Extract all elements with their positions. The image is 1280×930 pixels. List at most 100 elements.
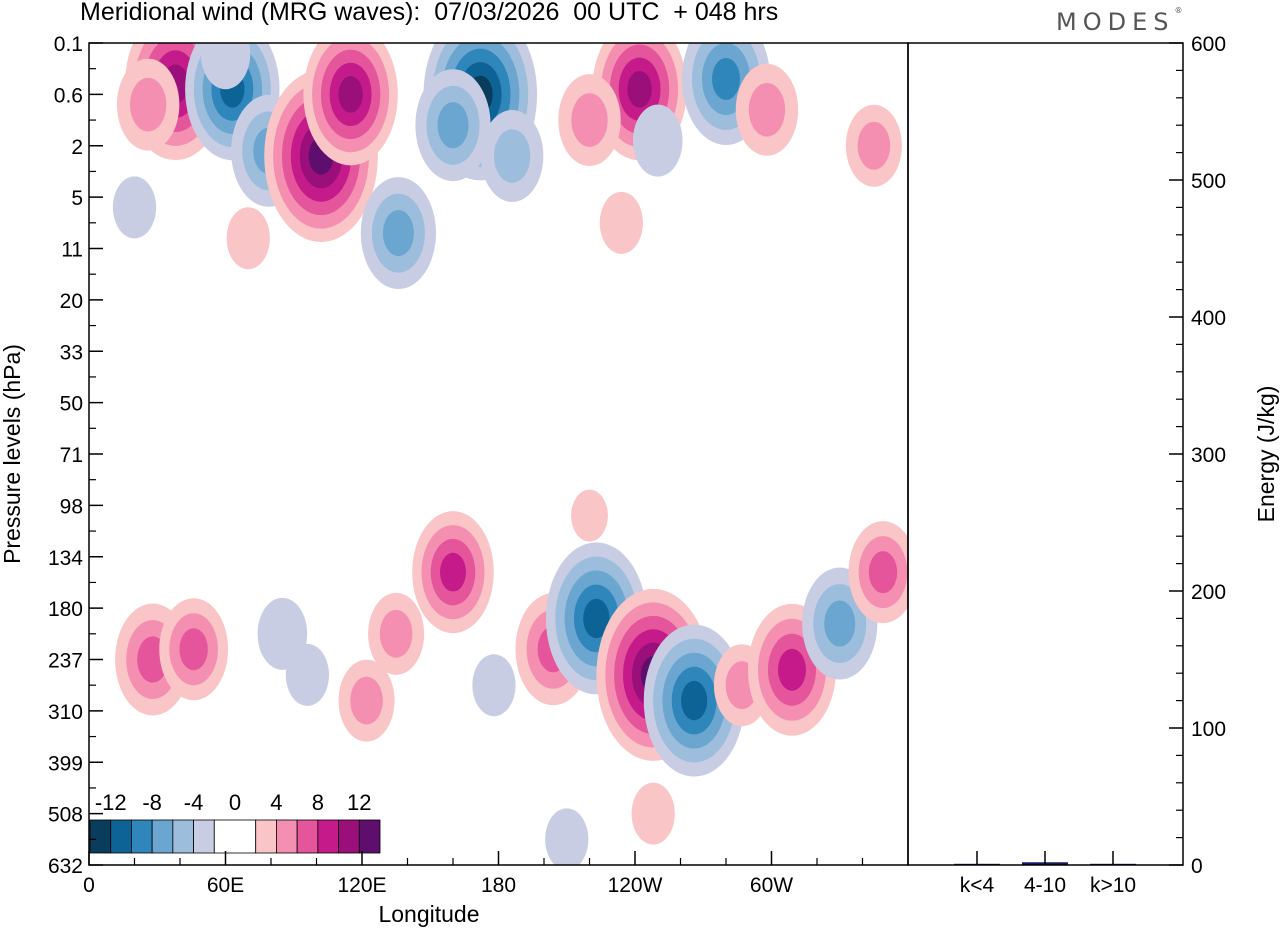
y-tick-label: 5 — [71, 187, 83, 210]
field-contour — [857, 121, 891, 170]
field-contour — [379, 609, 413, 658]
colorbar-swatch — [110, 819, 132, 854]
x-tick-label: 120E — [337, 874, 386, 897]
field-feature — [472, 654, 516, 717]
colorbar-swatch — [317, 819, 339, 854]
field-contour — [200, 43, 251, 90]
field-feature — [360, 177, 436, 290]
x-tick-label: 180 — [481, 874, 516, 897]
colorbar-label: -12 — [95, 790, 127, 815]
energy-cat-label: k>10 — [1090, 874, 1136, 897]
field-contour — [112, 176, 157, 239]
y-tick-label: 632 — [48, 855, 83, 878]
energy-tick-label: 100 — [1191, 718, 1226, 741]
field-feature — [632, 104, 683, 177]
energy-tick-label: 400 — [1191, 307, 1226, 330]
x-tick-label: 120W — [608, 874, 663, 897]
colorbar-label: -4 — [184, 790, 204, 815]
colorbar-label: 0 — [229, 790, 241, 815]
colorbar-label: -8 — [142, 790, 162, 815]
field-feature — [631, 782, 675, 845]
colorbar-swatch — [151, 819, 174, 854]
field-feature — [735, 63, 799, 156]
field-contour — [571, 489, 608, 542]
field-contour — [631, 782, 675, 845]
field-feature — [226, 207, 270, 270]
field-feature — [338, 659, 395, 742]
x-tick-label: 60E — [207, 874, 244, 897]
colorbar: -12 -8 -4 0 4 8 12 — [89, 790, 381, 854]
field-feature — [116, 58, 180, 151]
field-contour — [545, 808, 589, 865]
field-contour — [748, 82, 786, 137]
colorbar-swatch — [338, 819, 360, 854]
field-feature — [558, 74, 621, 167]
colorbar-swatch — [213, 819, 257, 854]
energy-tick-label: 500 — [1191, 170, 1226, 193]
field-contour — [382, 209, 414, 257]
y-tick-label: 508 — [48, 804, 83, 827]
logo-text: MODES — [1056, 8, 1175, 36]
field-feature — [303, 43, 398, 166]
energy-cat-label: 4-10 — [1024, 874, 1066, 897]
y-tick-label: 33 — [60, 341, 83, 364]
logo-mark: ® — [1174, 6, 1183, 15]
y-tick-label: 180 — [48, 598, 83, 621]
field-contour — [226, 207, 270, 270]
y-tick-label: 0.6 — [54, 84, 83, 107]
field-feature — [368, 592, 425, 675]
colorbar-swatch — [89, 819, 112, 854]
colorbar-swatch — [193, 819, 215, 854]
colorbar-swatch — [358, 819, 381, 854]
field-contour — [129, 77, 167, 132]
x-tick-label: 60W — [750, 874, 793, 897]
field-contour — [285, 643, 329, 706]
y-tick-label: 71 — [60, 444, 83, 467]
field-feature — [415, 69, 491, 182]
field-feature — [480, 110, 544, 203]
field-contour — [627, 70, 652, 108]
field-contour — [493, 129, 531, 183]
y-tick-label: 399 — [48, 752, 83, 775]
field-contour — [824, 600, 856, 647]
field-contour — [632, 104, 683, 177]
colorbar-swatch — [276, 819, 298, 854]
field-contour — [681, 680, 708, 721]
colorbar-swatch — [131, 819, 153, 854]
field-contour — [868, 551, 898, 594]
field-contour — [179, 628, 208, 671]
field-contour — [350, 676, 383, 725]
y-tick-label: 2 — [71, 136, 83, 159]
field-contour — [440, 552, 466, 592]
field-feature — [845, 104, 902, 187]
field-contour — [599, 191, 643, 254]
y-tick-label: 98 — [60, 495, 83, 518]
y-tick-label: 237 — [48, 650, 83, 673]
right-panel-frame — [907, 42, 1184, 866]
field-feature — [412, 511, 494, 634]
axes: 0.1 0.6 2 5 11 20 33 50 71 98 134 180 237 310 399 508 63… — [0, 33, 1279, 927]
energy-tick-label: 600 — [1191, 33, 1226, 56]
modes-logo: MODES® — [1056, 6, 1183, 36]
energy-cat-label: k<4 — [960, 874, 995, 897]
field-contour — [338, 75, 363, 113]
field-contour — [583, 598, 610, 639]
energy-tick-label: 200 — [1191, 581, 1226, 604]
wind-field — [112, 43, 908, 865]
y-tick-label: 11 — [61, 239, 83, 262]
field-feature — [112, 176, 157, 239]
field-contour — [437, 102, 469, 149]
energy-axis-label: Energy (J/kg) — [1253, 386, 1279, 523]
y-tick-label: 0.1 — [54, 33, 83, 56]
y-tick-label: 50 — [60, 393, 83, 416]
colorbar-label: 4 — [270, 790, 282, 815]
chart-title: Meridional wind (MRG waves): 07/03/2026 … — [80, 0, 779, 26]
x-tick-label: 0 — [83, 874, 95, 897]
field-feature — [599, 191, 643, 254]
field-feature — [571, 489, 608, 542]
field-feature — [285, 643, 329, 706]
field-feature — [848, 521, 908, 624]
colorbar-swatch — [296, 819, 319, 854]
field-feature — [200, 43, 251, 90]
